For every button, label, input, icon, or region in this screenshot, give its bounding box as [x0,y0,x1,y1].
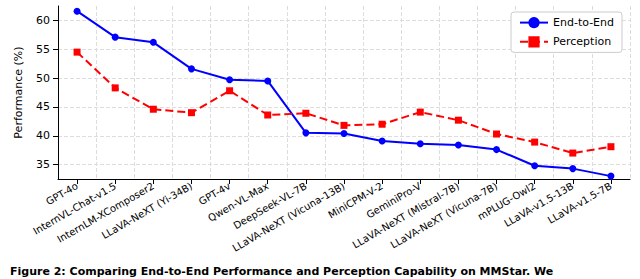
svg-text:LLaVA-NeXT (Vicuna-7B): LLaVA-NeXT (Vicuna-7B) [388,180,500,251]
svg-text:40: 40 [36,129,50,142]
svg-text:Figure 2: Comparing End-to-End: Figure 2: Comparing End-to-End Performan… [10,265,553,278]
svg-text:Performance (%): Performance (%) [12,46,25,138]
svg-text:LLaVA-v1.5-7B: LLaVA-v1.5-7B [546,180,614,226]
svg-text:35: 35 [36,158,50,171]
svg-text:45: 45 [36,100,50,113]
svg-text:60: 60 [36,14,50,27]
svg-text:Perception: Perception [553,35,611,48]
svg-text:mPLUG-Owl2: mPLUG-Owl2 [475,180,538,223]
svg-text:GPT-4o: GPT-4o [44,180,80,208]
svg-text:Qwen-VL-Max: Qwen-VL-Max [206,180,271,224]
svg-text:LLaVA-v1.5-13B: LLaVA-v1.5-13B [502,180,576,229]
svg-text:LLaVA-NeXT (Mistral-7B): LLaVA-NeXT (Mistral-7B) [350,180,462,251]
svg-text:55: 55 [36,43,50,56]
svg-text:GeminiPro-V: GeminiPro-V [364,180,423,221]
svg-text:50: 50 [36,72,50,85]
svg-text:End-to-End: End-to-End [553,16,614,29]
svg-text:LLaVA-NeXT (Vicuna-13B): LLaVA-NeXT (Vicuna-13B) [230,180,347,254]
svg-text:DeepSeek-VL-7B: DeepSeek-VL-7B [231,180,309,232]
svg-text:GPT-4v: GPT-4v [196,180,233,208]
svg-text:InternVL-Chat-v1.5: InternVL-Chat-v1.5 [31,180,118,237]
svg-text:LLaVA-NeXT (Yi-34B): LLaVA-NeXT (Yi-34B) [100,180,194,241]
svg-text:InternLM-XComposer2: InternLM-XComposer2 [55,180,157,245]
svg-text:MiniCPM-V-2: MiniCPM-V-2 [326,180,385,221]
